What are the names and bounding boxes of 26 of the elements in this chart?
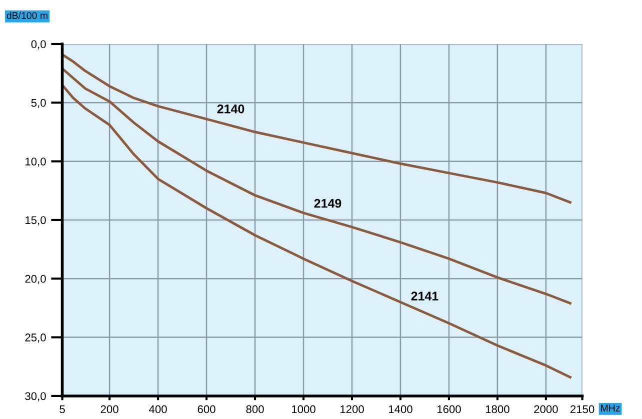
line-series [62, 84, 572, 378]
x-tick-label: 1000 [292, 405, 316, 414]
x-axis-title: MHz [601, 404, 620, 412]
x-tick-label: 1600 [437, 405, 461, 414]
y-tick-label: 0,0 [31, 40, 46, 50]
x-tick-label: 600 [198, 405, 216, 414]
annotation: 2140 [217, 104, 244, 114]
annotation: 2149 [314, 198, 342, 208]
y-tick-label: 10,0 [26, 158, 46, 167]
x-tick-label: 5 [60, 405, 65, 414]
y-tick-label: 25,0 [25, 334, 46, 343]
y-tick-label: 30,0 [25, 392, 46, 402]
y-tick-label: 20,0 [25, 274, 46, 284]
x-tick-label: 1400 [388, 405, 412, 414]
x-tick-label: 400 [149, 405, 167, 414]
annotation: 2141 [411, 292, 438, 300]
x-tick-label: 2000 [534, 405, 558, 414]
y-tick-label: 15,0 [26, 216, 46, 226]
x-tick-label: 200 [100, 405, 118, 414]
x-tick-label: 1200 [340, 405, 364, 414]
line-series [62, 67, 572, 305]
x-tick-label: 2150 [570, 405, 594, 414]
y-axis-title: dB/100 m [6, 12, 48, 19]
x-tick-label: 1800 [486, 405, 510, 414]
x-tick-label: 800 [246, 405, 264, 414]
y-tick-label: 5,0 [31, 98, 46, 108]
